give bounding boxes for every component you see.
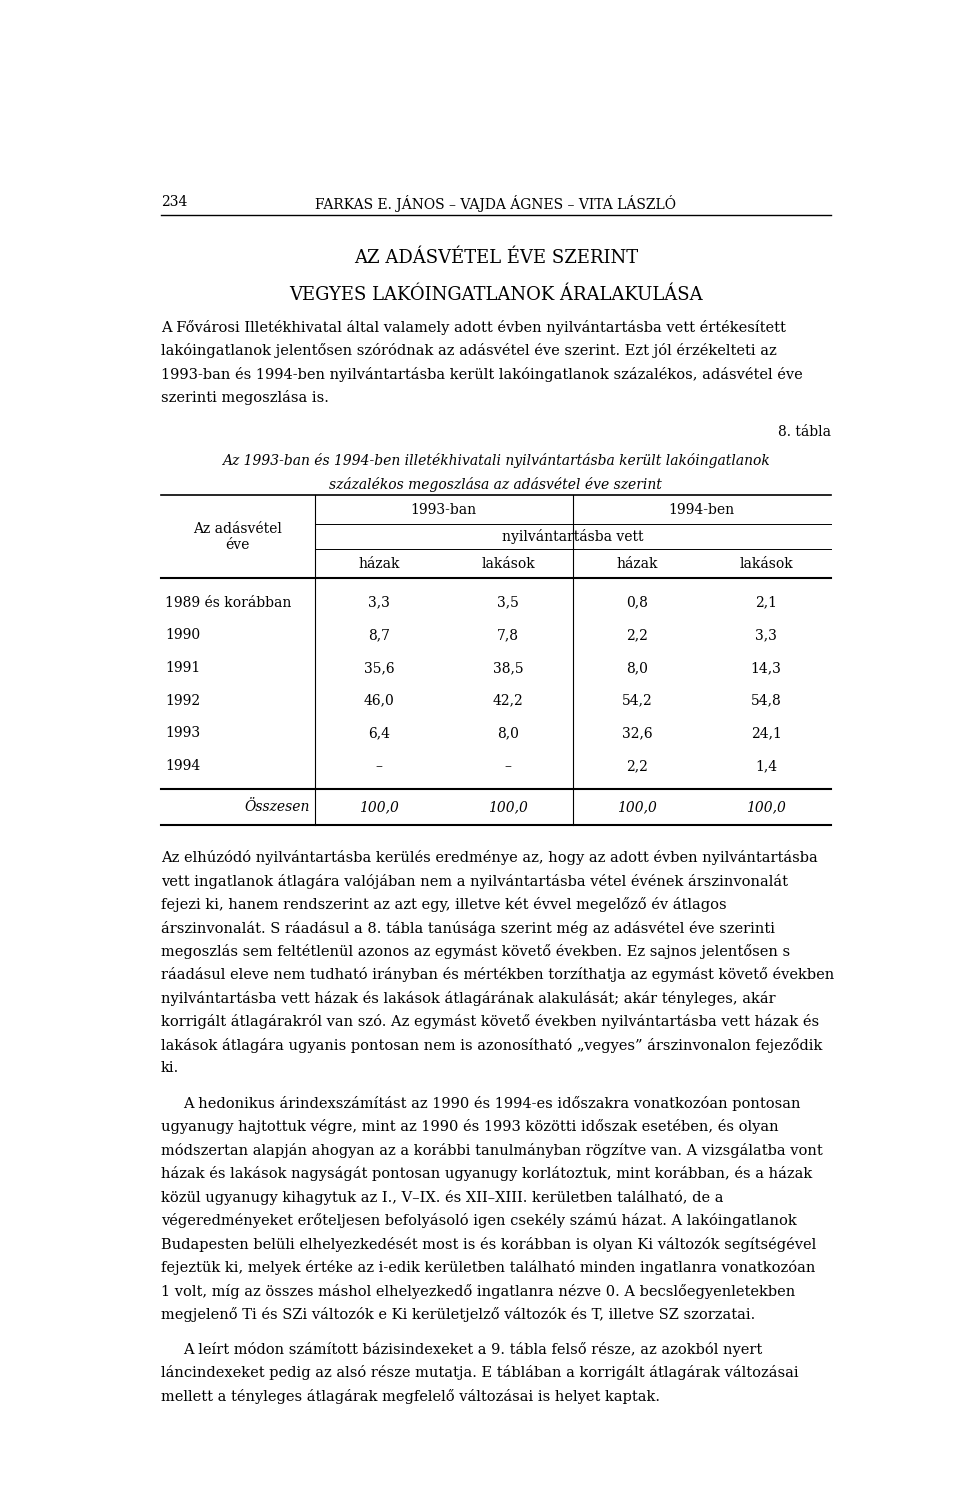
- Text: mellett a tényleges átlagárak megfelelő változásai is helyet kaptak.: mellett a tényleges átlagárak megfelelő …: [161, 1388, 660, 1403]
- Text: AZ ADÁSVÉTEL ÉVE SZERINT: AZ ADÁSVÉTEL ÉVE SZERINT: [353, 249, 637, 267]
- Text: lakóingatlanok jelentősen szóródnak az adásvétel éve szerint. Ezt jól érzékeltet: lakóingatlanok jelentősen szóródnak az a…: [161, 343, 777, 358]
- Text: ráadásul eleve nem tudható irányban és mértékben torzíthatja az egymást követő é: ráadásul eleve nem tudható irányban és m…: [161, 967, 834, 983]
- Text: végeredményeket erőteljesen befolyásoló igen csekély számú házat. A lakóingatlan: végeredményeket erőteljesen befolyásoló …: [161, 1213, 797, 1228]
- Text: módszertan alapján ahogyan az a korábbi tanulmányban rögzítve van. A vizsgálatba: módszertan alapján ahogyan az a korábbi …: [161, 1143, 823, 1158]
- Text: 35,6: 35,6: [364, 661, 395, 676]
- Text: 14,3: 14,3: [751, 661, 781, 676]
- Text: 1993-ban és 1994-ben nyilvántartásba került lakóingatlanok százalékos, adásvétel: 1993-ban és 1994-ben nyilvántartásba ker…: [161, 367, 803, 382]
- Text: VEGYES LAKÓINGATLANOK ÁRALAKULÁSA: VEGYES LAKÓINGATLANOK ÁRALAKULÁSA: [289, 285, 703, 304]
- Text: Az adásvétel
éve: Az adásvétel éve: [194, 521, 282, 552]
- Text: Az 1993-ban és 1994-ben illetékhivatali nyilvántartásba került lakóingatlanok: Az 1993-ban és 1994-ben illetékhivatali …: [222, 453, 770, 468]
- Text: Budapesten belüli elhelyezkedését most is és korábban is olyan Ki változók segít: Budapesten belüli elhelyezkedését most i…: [161, 1237, 816, 1252]
- Text: vett ingatlanok átlagára valójában nem a nyilvántartásba vétel évének árszinvona: vett ingatlanok átlagára valójában nem a…: [161, 873, 788, 888]
- Text: 1989 és korábban: 1989 és korábban: [165, 595, 292, 610]
- Text: árszinvonalát. S ráadásul a 8. tábla tanúsága szerint még az adásvétel éve szeri: árszinvonalát. S ráadásul a 8. tábla tan…: [161, 921, 775, 936]
- Text: fejeztük ki, melyek értéke az i-edik kerületben található minden ingatlanra vona: fejeztük ki, melyek értéke az i-edik ker…: [161, 1261, 815, 1276]
- Text: 1992: 1992: [165, 693, 201, 708]
- Text: –: –: [376, 759, 383, 772]
- Text: 100,0: 100,0: [617, 800, 657, 814]
- Text: ki.: ki.: [161, 1062, 180, 1075]
- Text: 100,0: 100,0: [489, 800, 528, 814]
- Text: 8,7: 8,7: [369, 628, 391, 643]
- Text: –: –: [505, 759, 512, 772]
- Text: 7,8: 7,8: [497, 628, 519, 643]
- Text: ugyanugy hajtottuk végre, mint az 1990 és 1993 közötti időszak esetében, és olya: ugyanugy hajtottuk végre, mint az 1990 é…: [161, 1120, 779, 1135]
- Text: 3,3: 3,3: [756, 628, 777, 643]
- Text: A hedonikus árindexszámítást az 1990 és 1994-es időszakra vonatkozóan pontosan: A hedonikus árindexszámítást az 1990 és …: [183, 1096, 801, 1111]
- Text: 32,6: 32,6: [622, 726, 653, 740]
- Text: lakások átlagára ugyanis pontosan nem is azonosítható „vegyes” árszinvonalon fej: lakások átlagára ugyanis pontosan nem is…: [161, 1038, 823, 1053]
- Text: 1994-ben: 1994-ben: [668, 503, 734, 517]
- Text: Az elhúzódó nyilvántartásba kerülés eredménye az, hogy az adott évben nyilvántar: Az elhúzódó nyilvántartásba kerülés ered…: [161, 851, 818, 866]
- Text: 1990: 1990: [165, 628, 201, 643]
- Text: 3,3: 3,3: [369, 595, 391, 610]
- Text: közül ugyanugy kihagytuk az I., V–IX. és XII–XIII. kerületben található, de a: közül ugyanugy kihagytuk az I., V–IX. és…: [161, 1189, 724, 1204]
- Text: 54,8: 54,8: [751, 693, 781, 708]
- Text: 8,0: 8,0: [497, 726, 519, 740]
- Text: A leírt módon számított bázisindexeket a 9. tábla felső része, az azokból nyert: A leírt módon számított bázisindexeket a…: [183, 1342, 762, 1357]
- Text: 1,4: 1,4: [755, 759, 778, 772]
- Text: 1994: 1994: [165, 759, 201, 772]
- Text: házak: házak: [616, 557, 658, 570]
- Text: 46,0: 46,0: [364, 693, 395, 708]
- Text: lakások: lakások: [481, 557, 535, 570]
- Text: 8,0: 8,0: [626, 661, 648, 676]
- Text: Összesen: Összesen: [245, 800, 310, 814]
- Text: megjelenő Ti és SZi változók e Ki kerületjelző változók és T, illetve SZ szorzat: megjelenő Ti és SZi változók e Ki kerüle…: [161, 1307, 756, 1322]
- Text: 54,2: 54,2: [622, 693, 653, 708]
- Text: 38,5: 38,5: [493, 661, 523, 676]
- Text: nyilvántartásba vett házak és lakások átlagárának alakulását; akár tényleges, ak: nyilvántartásba vett házak és lakások át…: [161, 990, 776, 1005]
- Text: szerinti megoszlása is.: szerinti megoszlása is.: [161, 391, 328, 405]
- Text: A Fővárosi Illetékhivatal által valamely adott évben nyilvántartásba vett értéke: A Fővárosi Illetékhivatal által valamely…: [161, 319, 786, 336]
- Text: 0,8: 0,8: [626, 595, 648, 610]
- Text: százalékos megoszlása az adásvétel éve szerint: százalékos megoszlása az adásvétel éve s…: [329, 477, 662, 492]
- Text: 8. tábla: 8. tábla: [778, 425, 830, 440]
- Text: 24,1: 24,1: [751, 726, 781, 740]
- Text: lakások: lakások: [739, 557, 793, 570]
- Text: 234: 234: [161, 196, 187, 209]
- Text: házak: házak: [359, 557, 400, 570]
- Text: 1991: 1991: [165, 661, 201, 676]
- Text: 2,2: 2,2: [626, 759, 648, 772]
- Text: 3,5: 3,5: [497, 595, 519, 610]
- Text: nyilvántartásba vett: nyilvántartásba vett: [502, 529, 643, 545]
- Text: 1 volt, míg az összes máshol elhelyezkedő ingatlanra nézve 0. A becslőegyenletek: 1 volt, míg az összes máshol elhelyezked…: [161, 1283, 795, 1298]
- Text: 1993: 1993: [165, 726, 201, 740]
- Text: 1993-ban: 1993-ban: [411, 503, 477, 517]
- Text: házak és lakások nagyságát pontosan ugyanugy korlátoztuk, mint korábban, és a há: házak és lakások nagyságát pontosan ugya…: [161, 1166, 812, 1182]
- Text: 2,1: 2,1: [756, 595, 777, 610]
- Text: 100,0: 100,0: [359, 800, 399, 814]
- Text: láncindexeket pedig az alsó része mutatja. E táblában a korrigált átlagárak vált: láncindexeket pedig az alsó része mutatj…: [161, 1365, 799, 1381]
- Text: megoszlás sem feltétlenül azonos az egymást követő években. Ez sajnos jelentősen: megoszlás sem feltétlenül azonos az egym…: [161, 944, 790, 959]
- Text: 2,2: 2,2: [626, 628, 648, 643]
- Text: 100,0: 100,0: [746, 800, 786, 814]
- Text: 6,4: 6,4: [369, 726, 391, 740]
- Text: 42,2: 42,2: [492, 693, 523, 708]
- Text: fejezi ki, hanem rendszerint az azt egy, illetve két évvel megelőző év átlagos: fejezi ki, hanem rendszerint az azt egy,…: [161, 897, 727, 912]
- Text: korrigált átlagárakról van szó. Az egymást követő években nyilvántartásba vett h: korrigált átlagárakról van szó. Az egymá…: [161, 1014, 819, 1029]
- Text: FARKAS E. JÁNOS – VAJDA ÁGNES – VITA LÁSZLÓ: FARKAS E. JÁNOS – VAJDA ÁGNES – VITA LÁS…: [315, 196, 676, 212]
